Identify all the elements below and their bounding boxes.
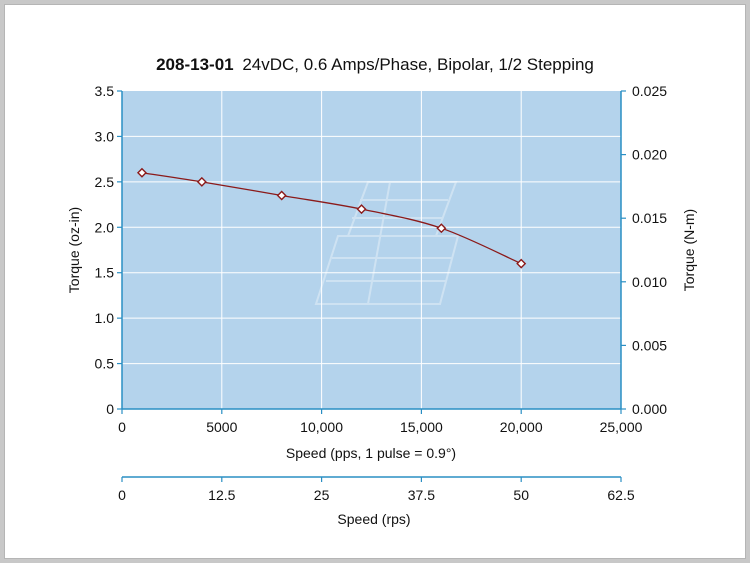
- x2-tick-label: 62.5: [607, 487, 634, 503]
- data-point-marker: [136, 167, 147, 178]
- data-point-marker: [516, 258, 527, 269]
- y-tick-label: 2.0: [95, 219, 115, 235]
- y-tick-label: 0: [106, 401, 114, 417]
- plot-area: [122, 91, 621, 409]
- data-point-marker: [196, 176, 207, 187]
- y-tick-label: 3.5: [95, 83, 115, 99]
- x-tick-label: 10,000: [300, 419, 343, 435]
- y-tick-label: 2.5: [95, 174, 115, 190]
- y-tick-label: 1.0: [95, 310, 115, 326]
- y-tick-label: 3.0: [95, 128, 115, 144]
- axes: [117, 90, 626, 482]
- x-tick-label: 15,000: [400, 419, 443, 435]
- x2-tick-label: 37.5: [408, 487, 435, 503]
- x-tick-label: 0: [118, 419, 126, 435]
- y-tick-label: 1.5: [95, 265, 115, 281]
- y2-axis-title: Torque (N-m): [681, 209, 697, 291]
- chart-title: 208-13-01 24vDC, 0.6 Amps/Phase, Bipolar…: [156, 55, 594, 74]
- series-torque: [136, 167, 527, 269]
- y2-tick-label: 0.025: [632, 83, 667, 99]
- x2-tick-label: 50: [513, 487, 529, 503]
- tick-labels: 0 0.5 1.0 1.5 2.0 2.5 3.0 3.5 0.000 0.005 0.010 0.0…: [95, 83, 668, 503]
- chart-title-model: 208-13-01: [156, 55, 234, 74]
- y-tick-label: 0.5: [95, 356, 115, 372]
- data-point-marker: [436, 223, 447, 234]
- x-tick-label: 20,000: [500, 419, 543, 435]
- x2-tick-label: 12.5: [208, 487, 235, 503]
- y2-tick-label: 0.020: [632, 147, 667, 163]
- y2-tick-label: 0.015: [632, 210, 667, 226]
- x-axis-title: Speed (pps, 1 pulse = 0.9°): [286, 445, 456, 461]
- gridlines: [122, 91, 621, 409]
- x2-tick-label: 0: [118, 487, 126, 503]
- x-tick-label: 5000: [206, 419, 237, 435]
- x2-axis-title: Speed (rps): [337, 511, 410, 527]
- y-axis-title: Torque (oz-in): [66, 207, 82, 293]
- y2-tick-label: 0.005: [632, 337, 667, 353]
- x-tick-label: 25,000: [600, 419, 643, 435]
- data-point-marker: [356, 204, 367, 215]
- chart-title-specs: 24vDC, 0.6 Amps/Phase, Bipolar, 1/2 Step…: [242, 55, 594, 74]
- y2-tick-label: 0.000: [632, 401, 667, 417]
- data-point-marker: [276, 190, 287, 201]
- x2-tick-label: 25: [314, 487, 330, 503]
- y2-tick-label: 0.010: [632, 274, 667, 290]
